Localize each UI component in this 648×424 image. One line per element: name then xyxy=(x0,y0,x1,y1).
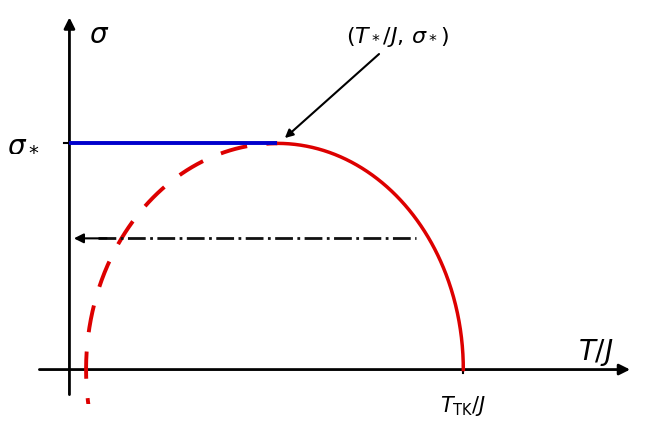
Text: $T/J$: $T/J$ xyxy=(578,337,614,368)
Text: $\sigma$: $\sigma$ xyxy=(89,22,110,49)
Text: $\sigma_*$: $\sigma_*$ xyxy=(6,130,40,157)
Text: $(T_*/J,\, \sigma_*)$: $(T_*/J,\, \sigma_*)$ xyxy=(286,25,449,137)
Text: $T_{\mathrm{TK}}/J$: $T_{\mathrm{TK}}/J$ xyxy=(440,394,487,418)
